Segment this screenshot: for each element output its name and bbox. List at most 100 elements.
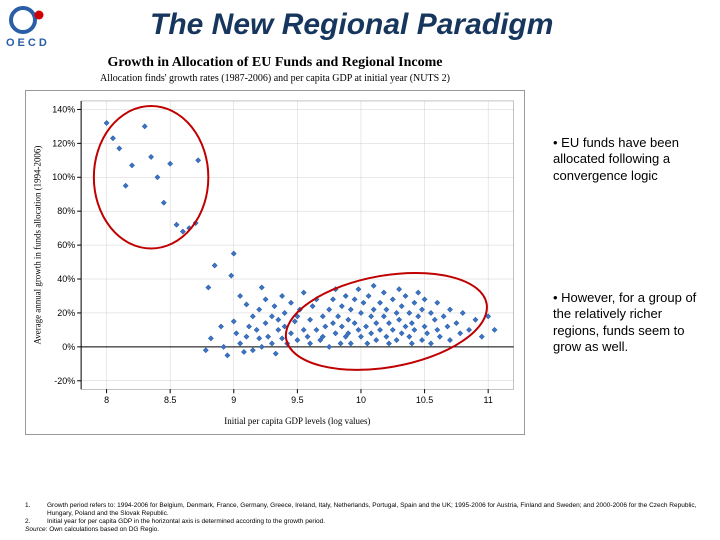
data-point	[441, 314, 446, 319]
data-point	[399, 331, 404, 336]
data-point	[208, 336, 213, 341]
data-point	[241, 349, 246, 354]
chart-subtitle: Allocation finds' growth rates (1987-200…	[25, 73, 525, 84]
data-point	[295, 338, 300, 343]
data-point	[346, 317, 351, 322]
scatter-plot: 88.599.51010.511-20%0%20%40%60%80%100%12…	[25, 90, 525, 435]
data-point	[397, 317, 402, 322]
data-point	[330, 297, 335, 302]
data-point	[238, 341, 243, 346]
data-point	[276, 327, 281, 332]
data-point	[366, 293, 371, 298]
data-point	[358, 334, 363, 339]
data-point	[234, 331, 239, 336]
data-point	[196, 158, 201, 163]
data-point	[445, 324, 450, 329]
data-point	[259, 344, 264, 349]
svg-text:100%: 100%	[52, 172, 75, 182]
data-point	[460, 310, 465, 315]
data-point	[263, 297, 268, 302]
data-point	[174, 222, 179, 227]
data-point	[352, 321, 357, 326]
data-point	[399, 304, 404, 309]
data-point	[381, 314, 386, 319]
data-point	[473, 317, 478, 322]
data-point	[168, 161, 173, 166]
data-point	[254, 327, 259, 332]
data-point	[276, 317, 281, 322]
data-point	[301, 327, 306, 332]
data-point	[314, 327, 319, 332]
data-point	[327, 344, 332, 349]
data-point	[219, 324, 224, 329]
source-text: : Own calculations based on DG Regio.	[46, 526, 159, 534]
data-point	[454, 321, 459, 326]
svg-text:20%: 20%	[57, 308, 75, 318]
svg-text:Average annual growth in funds: Average annual growth in funds allocatio…	[32, 146, 42, 345]
data-point	[381, 290, 386, 295]
data-point	[221, 344, 226, 349]
data-point	[458, 331, 463, 336]
data-point	[371, 283, 376, 288]
data-point	[386, 321, 391, 326]
data-point	[339, 324, 344, 329]
data-point	[386, 341, 391, 346]
data-point	[308, 341, 313, 346]
svg-text:8: 8	[104, 395, 109, 405]
svg-text:60%: 60%	[57, 240, 75, 250]
data-point	[130, 163, 135, 168]
data-point	[390, 327, 395, 332]
data-point	[492, 327, 497, 332]
data-point	[412, 300, 417, 305]
slide-title: The New Regional Paradigm	[150, 8, 553, 42]
data-point	[273, 351, 278, 356]
data-point	[289, 300, 294, 305]
data-point	[266, 334, 271, 339]
svg-text:120%: 120%	[52, 138, 75, 148]
data-point	[280, 336, 285, 341]
data-point	[420, 338, 425, 343]
data-point	[390, 297, 395, 302]
svg-text:140%: 140%	[52, 104, 75, 114]
data-point	[394, 310, 399, 315]
svg-text:10.5: 10.5	[416, 395, 433, 405]
data-point	[358, 310, 363, 315]
data-point	[378, 300, 383, 305]
data-point	[330, 321, 335, 326]
data-point	[231, 251, 236, 256]
footnote-0: 1.Growth period refers to: 1994-2006 for…	[25, 502, 710, 518]
data-point	[343, 293, 348, 298]
data-point	[142, 124, 147, 129]
data-point	[308, 317, 313, 322]
footnotes: 1.Growth period refers to: 1994-2006 for…	[25, 502, 710, 535]
data-point	[280, 293, 285, 298]
data-point	[422, 324, 427, 329]
svg-text:Initial per capita GDP levels: Initial per capita GDP levels (log value…	[224, 416, 370, 426]
data-point	[110, 136, 115, 141]
data-point	[352, 297, 357, 302]
data-point	[123, 183, 128, 188]
data-point	[263, 321, 268, 326]
data-point	[374, 321, 379, 326]
data-point	[409, 321, 414, 326]
svg-text:10: 10	[356, 395, 366, 405]
data-point	[301, 290, 306, 295]
chart-container: Growth in Allocation of EU Funds and Reg…	[25, 55, 525, 450]
svg-text:0%: 0%	[62, 342, 75, 352]
data-point	[435, 300, 440, 305]
data-point	[104, 121, 109, 126]
data-point	[310, 304, 315, 309]
data-point	[448, 307, 453, 312]
data-point	[356, 327, 361, 332]
data-point	[425, 331, 430, 336]
data-point	[428, 341, 433, 346]
data-point	[323, 324, 328, 329]
svg-text:80%: 80%	[57, 206, 75, 216]
svg-text:11: 11	[484, 395, 493, 405]
data-point	[394, 338, 399, 343]
data-point	[338, 341, 343, 346]
data-point	[212, 263, 217, 268]
data-point	[305, 334, 310, 339]
data-point	[432, 317, 437, 322]
data-point	[374, 338, 379, 343]
